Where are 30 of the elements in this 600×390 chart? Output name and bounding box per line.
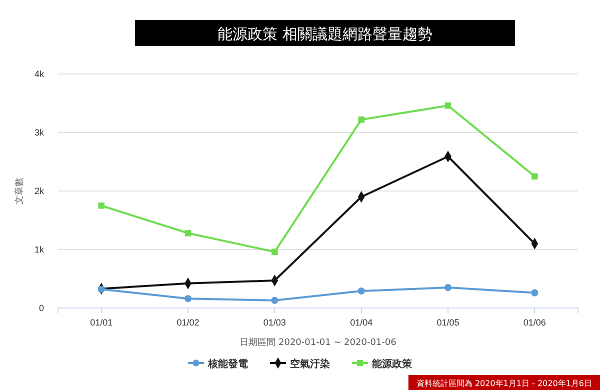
chart-title: 能源政策 相關議題網路聲量趨勢 [218,25,432,43]
x-tick-label: 01/02 [176,317,200,328]
point [98,202,104,209]
y-axis-title: 文章數 [14,178,25,204]
x-tick-label: 01/04 [350,317,373,328]
y-tick-label: 0 [38,302,44,313]
point [98,286,105,293]
y-tick-label: 2k [34,186,44,196]
x-tick-label: 01/03 [263,317,286,328]
point [358,116,364,123]
point [532,173,538,180]
point [184,230,192,236]
point [444,284,452,292]
legend-label: 核能發電 [207,358,248,370]
point [184,295,192,302]
point [444,102,452,109]
legend-label: 能源政策 [372,358,413,370]
x-tick-label: 01/06 [523,317,546,328]
y-tick-label: 1k [34,244,44,254]
point [358,287,365,295]
text: 資料統計區間為 2020年1月1日 - 2020年1月6日 [416,379,592,388]
point [271,296,278,304]
point [531,289,538,296]
legend-label: 空氣汙染 [290,358,330,370]
x-tick-label: 01/05 [436,317,460,328]
y-tick-label: 3k [34,127,44,138]
x-axis-title: 日期區間 2020-01-01 ~ 2020-01-06 [240,337,397,348]
y-tick-label: 4k [34,68,44,79]
x-tick-label: 01/01 [90,317,113,328]
point [272,248,278,256]
